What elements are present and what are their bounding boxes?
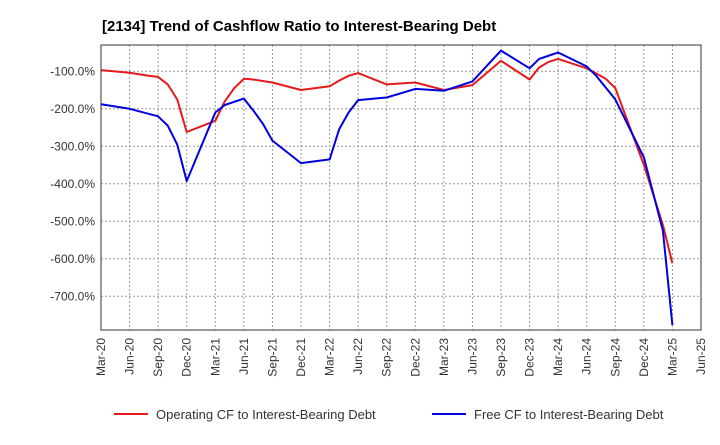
series-line-operating-cf [100, 57, 674, 264]
legend-label-operating-cf: Operating CF to Interest-Bearing Debt [156, 407, 376, 422]
x-tick-label: Mar-23 [437, 338, 451, 376]
x-tick-label: Dec-24 [637, 338, 651, 377]
x-tick-label: Sep-24 [608, 338, 622, 377]
series-line-free-cf [100, 49, 674, 326]
x-tick-label: Jun-23 [465, 338, 479, 375]
legend: Operating CF to Interest-Bearing Debt Fre… [114, 407, 664, 422]
y-tick-label: -700.0% [50, 289, 95, 303]
y-tick-label: -300.0% [50, 139, 95, 153]
x-tick-label: Mar-21 [208, 338, 222, 376]
x-tick-label: Dec-23 [523, 338, 537, 377]
x-axis-ticks: Mar-20 Jun-20 Sep-20 Dec-20 Mar-21 Jun-21 Sep-… [94, 338, 708, 377]
x-tick-label: Jun-20 [123, 338, 137, 375]
x-tick-label: Jun-21 [237, 338, 251, 375]
y-tick-label: -200.0% [50, 102, 95, 116]
y-tick-label: -500.0% [50, 214, 95, 228]
plot-area-border [100, 44, 702, 331]
x-tick-label: Mar-20 [94, 338, 108, 376]
x-tick-label: Dec-20 [180, 338, 194, 377]
x-tick-label: Jun-24 [580, 338, 594, 375]
x-tick-label: Mar-25 [665, 338, 679, 376]
y-tick-label: -600.0% [50, 252, 95, 266]
y-tick-label: -400.0% [50, 177, 95, 191]
x-tick-label: Sep-21 [265, 338, 279, 377]
y-tick-label: -100.0% [50, 64, 95, 78]
x-tick-label: Sep-22 [380, 338, 394, 377]
y-axis-ticks: -100.0% -200.0% -300.0% -400.0% -500.0% -600.… [50, 64, 95, 303]
x-tick-label: Dec-21 [294, 338, 308, 377]
series-layer [100, 49, 674, 326]
legend-label-free-cf: Free CF to Interest-Bearing Debt [474, 407, 664, 422]
grid-layer [101, 45, 701, 330]
x-tick-label: Mar-22 [323, 338, 337, 376]
x-tick-label: Sep-23 [494, 338, 508, 377]
x-tick-label: Sep-20 [151, 338, 165, 377]
x-tick-label: Jun-22 [351, 338, 365, 375]
chart-title: [2134] Trend of Cashflow Ratio to Intere… [102, 18, 496, 35]
x-tick-label: Dec-22 [408, 338, 422, 377]
x-tick-label: Jun-25 [694, 338, 708, 375]
x-tick-label: Mar-24 [551, 338, 565, 376]
